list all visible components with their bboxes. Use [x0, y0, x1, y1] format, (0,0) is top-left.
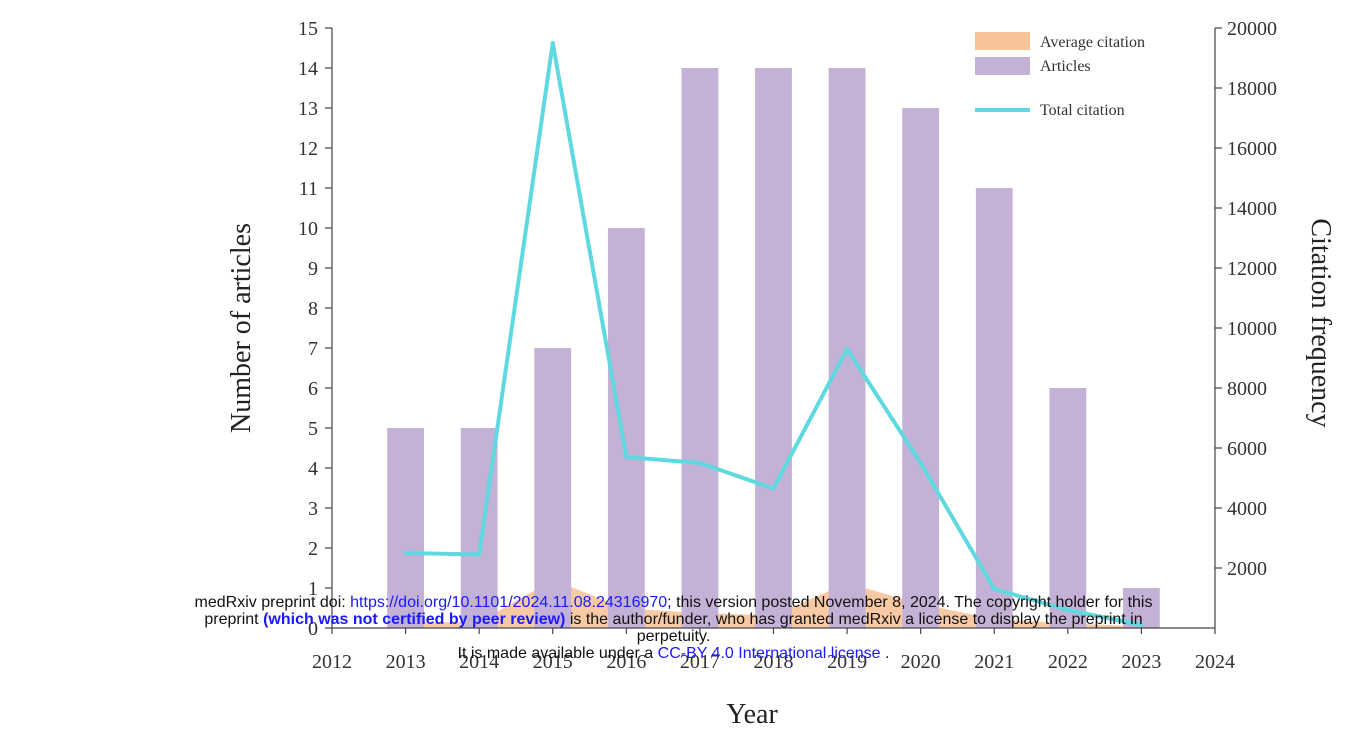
y-tick-label: 14: [298, 58, 318, 80]
x-tick-label: 2023: [1121, 651, 1161, 673]
notice-line-4: It is made available under a CC-BY 4.0 I…: [0, 645, 1347, 662]
x-tick-label: 2024: [1195, 651, 1235, 673]
notice-line-4-suffix: .: [880, 645, 890, 662]
y-tick-label: 4: [308, 458, 318, 480]
y-tick-label: 3: [308, 498, 318, 520]
articles-bar-2017: [681, 68, 719, 628]
articles-bar-2013: [387, 428, 424, 628]
y2-tick-label: 16000: [1227, 138, 1277, 160]
y-tick-label: 5: [308, 418, 318, 440]
x-tick-label: 2015: [533, 651, 573, 673]
notice-line-1: medRxiv preprint doi: https://doi.org/10…: [0, 594, 1347, 611]
y2-tick-label: 8000: [1227, 378, 1267, 400]
y2-tick-label: 20000: [1227, 18, 1277, 40]
articles-bar-2016: [607, 228, 645, 628]
y2-tick-label: 18000: [1227, 78, 1277, 100]
total-citation-line-layer: [403, 41, 1144, 627]
notice-line-2: preprint (which was not certified by pee…: [0, 611, 1347, 628]
y-tick-label: 0: [308, 618, 318, 640]
y-tick-label: 13: [298, 98, 318, 120]
doi-link[interactable]: https://doi.org/10.1101/2024.11.08.24316…: [350, 594, 668, 611]
preprint-notice: medRxiv preprint doi: https://doi.org/10…: [0, 594, 1347, 662]
total-citation-point-2022: [1065, 608, 1070, 612]
y-tick-label: 6: [308, 378, 318, 400]
legend-swatch-average-citation: [975, 32, 1030, 50]
legend-label-total-citation: Total citation: [1040, 102, 1125, 119]
x-tick-label: 2014: [459, 651, 499, 673]
average-citation-area-layer: [405, 580, 1142, 628]
articles-bar-2018: [755, 68, 792, 628]
y-tick-label: 2: [308, 538, 318, 560]
articles-bar-2015: [534, 348, 572, 628]
x-tick-label: 2013: [386, 651, 426, 673]
notice-line-1-suffix: ; this version posted November 8, 2024. …: [667, 594, 1153, 611]
x-tick-label: 2022: [1048, 651, 1088, 673]
total-citation-point-2016: [624, 455, 629, 459]
peer-review-link[interactable]: (which was not certified by peer review): [263, 611, 566, 628]
total-citation-point-2015: [550, 41, 555, 45]
total-citation-point-2023: [1139, 623, 1144, 627]
y-tick-label: 10: [298, 218, 318, 240]
y2-tick-label: 10000: [1227, 318, 1277, 340]
notice-line-2-suffix: is the author/funder, who has granted me…: [565, 611, 1143, 628]
total-citation-point-2017: [697, 461, 702, 465]
y-axis-title: Number of articles: [226, 223, 257, 433]
legend-label-average-citation: Average citation: [1040, 34, 1145, 51]
articles-bar-2021: [975, 188, 1013, 628]
y2-tick-label: 12000: [1227, 258, 1277, 280]
legend: Average citation Articles Total citation: [975, 32, 1145, 119]
y-tick-label: 1: [308, 578, 318, 600]
notice-line-1-prefix: medRxiv preprint doi:: [194, 594, 351, 611]
articles-bar-2020: [902, 108, 940, 628]
total-citation-point-2020: [918, 461, 923, 465]
x-tick-label: 2019: [827, 651, 867, 673]
x-axis-title: Year: [726, 699, 778, 730]
x-tick-label: 2017: [680, 651, 720, 673]
articles-bar-2022: [1049, 388, 1087, 628]
x-tick-label: 2012: [312, 651, 352, 673]
legend-swatch-articles: [975, 57, 1030, 75]
y2-tick-label: 2000: [1227, 558, 1267, 580]
total-citation-point-2019: [845, 347, 850, 351]
y-tick-label: 15: [298, 18, 318, 40]
y-tick-label: 9: [308, 258, 318, 280]
x-tick-label: 2021: [974, 651, 1014, 673]
license-link[interactable]: CC-BY 4.0 International license: [657, 645, 881, 662]
axes: 0123456789101112131415200040006000800010…: [298, 18, 1277, 673]
y2-tick-label: 4000: [1227, 498, 1267, 520]
notice-line-3: perpetuity.: [636, 628, 711, 645]
x-tick-label: 2018: [754, 651, 794, 673]
y2-tick-label: 6000: [1227, 438, 1267, 460]
notice-line-2-prefix: preprint: [204, 611, 264, 628]
x-tick-label: 2016: [606, 651, 646, 673]
y2-tick-label: 14000: [1227, 198, 1277, 220]
y-tick-label: 7: [308, 338, 318, 360]
y-tick-label: 11: [299, 178, 318, 200]
total-citation-point-2018: [771, 486, 776, 491]
y-tick-label: 12: [298, 138, 318, 160]
average-citation-area: [405, 580, 1142, 628]
articles-bar-layer: [387, 68, 1160, 628]
x-tick-label: 2020: [901, 651, 941, 673]
total-citation-point-2013: [403, 551, 408, 555]
notice-line-4-prefix: It is made available under a: [457, 645, 658, 662]
y2-axis-title: Citation frequency: [1305, 218, 1336, 427]
total-citation-point-2021: [992, 587, 997, 591]
legend-label-articles: Articles: [1040, 58, 1091, 75]
total-citation-point-2014: [477, 552, 482, 557]
y-tick-label: 8: [308, 298, 318, 320]
